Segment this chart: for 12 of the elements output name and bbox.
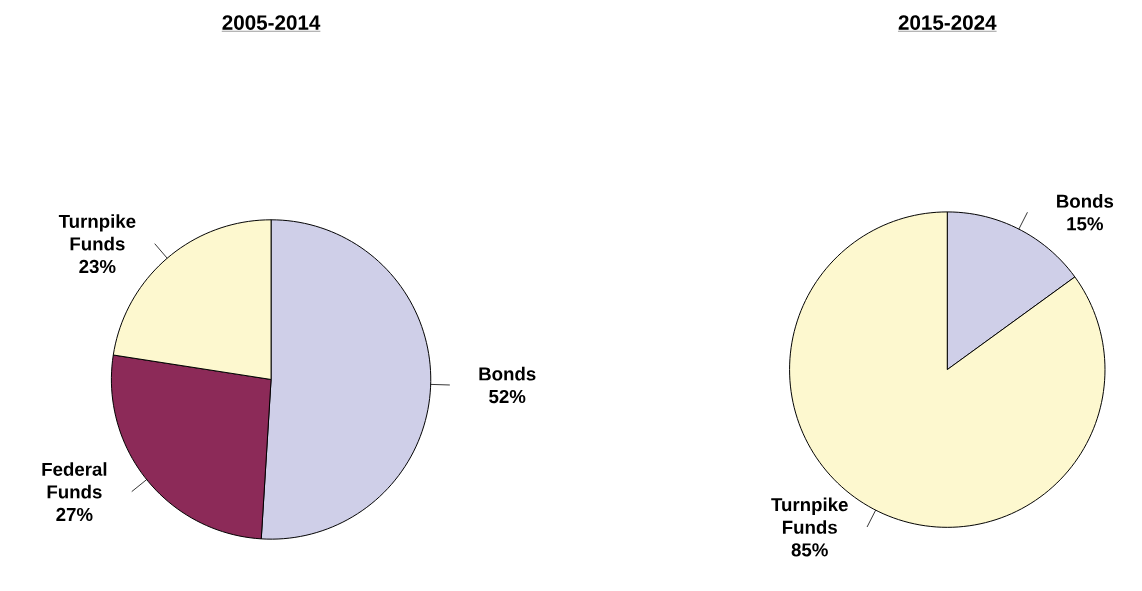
legend-label: Bonds — [479, 366, 536, 381]
data-label: 15% — [1067, 217, 1104, 231]
data-label: 85% — [791, 543, 828, 557]
slice-label: Turnpike Funds — [771, 497, 848, 534]
data-label: 23% — [79, 259, 116, 273]
slice-label: Federal Funds — [42, 461, 107, 499]
data-label: 52% — [489, 389, 526, 403]
data-label: 27% — [56, 507, 93, 521]
slice-label: Bonds — [1057, 193, 1114, 208]
chart-title: 2015-2024 — [898, 15, 997, 30]
slice-label: Turnpike Funds — [58, 214, 136, 251]
chart-title: 2005-2014 — [222, 15, 321, 30]
